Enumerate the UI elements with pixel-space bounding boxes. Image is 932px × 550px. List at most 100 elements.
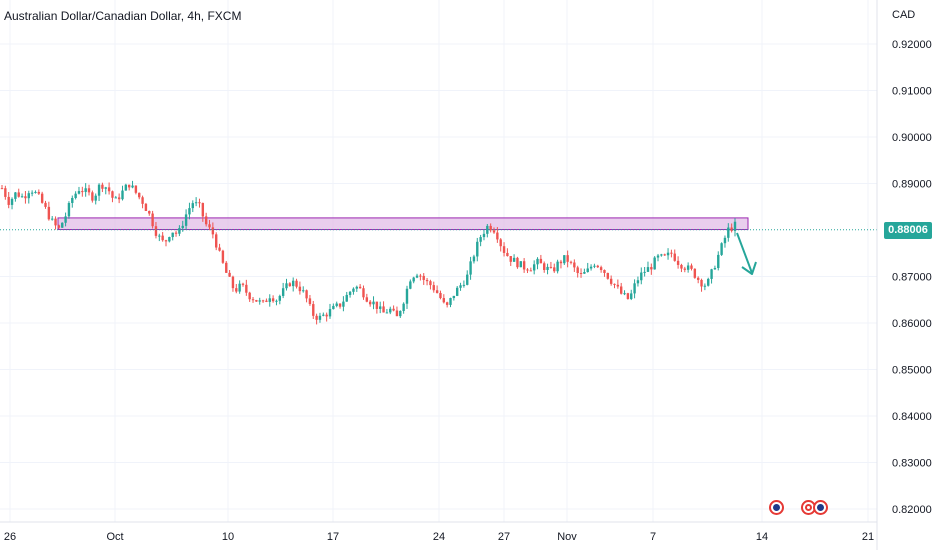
australia-flag-icon[interactable] (813, 500, 828, 515)
candle-body (215, 234, 218, 248)
candle-body (51, 218, 54, 220)
candle-body (583, 272, 586, 274)
symbol-title: Australian Dollar/Canadian Dollar, 4h, F… (4, 9, 242, 23)
australia-flag-icon[interactable] (769, 500, 784, 515)
candle-body (308, 298, 312, 305)
candle-body (271, 298, 275, 302)
candle-body (432, 285, 435, 291)
candle-body (221, 250, 225, 263)
candle-body (121, 190, 124, 200)
candle-body (449, 298, 452, 305)
candle-body (131, 185, 134, 188)
candle-body (174, 232, 178, 234)
candle-body (94, 195, 97, 201)
candle-body (643, 271, 646, 273)
candle-body (445, 302, 449, 305)
candle-body (241, 283, 245, 285)
candle-body (686, 265, 690, 270)
candle-body (87, 188, 91, 193)
candle-body (620, 286, 623, 294)
candle-body (405, 288, 409, 304)
candle-body (288, 283, 292, 287)
candle-body (298, 286, 302, 292)
candle-body (730, 227, 733, 231)
candle-body (415, 275, 419, 278)
candle-body (616, 284, 620, 287)
time-axis-labels: 26 Oct 10 17 24 27 Nov 7 14 21 (4, 531, 874, 543)
candle-body (569, 261, 573, 263)
candlestick-series (0, 180, 737, 325)
candle-body (646, 267, 650, 272)
candle-body (17, 192, 20, 197)
candle-body (245, 284, 248, 293)
candle-body (67, 202, 71, 217)
arrow-head (741, 261, 757, 275)
time-tick-label: 10 (222, 531, 234, 543)
candle-body (529, 270, 533, 272)
candle-body (395, 310, 399, 317)
candle-body (144, 203, 148, 212)
time-tick-label: 27 (498, 531, 510, 543)
candle-body (164, 240, 168, 242)
candle-body (392, 308, 395, 311)
candle-body (710, 269, 713, 279)
price-tick-label: 0.91000 (892, 86, 932, 98)
current-price-tag: 0.88006 (884, 222, 932, 239)
candle-body (322, 314, 325, 316)
candle-body (633, 283, 636, 294)
candle-body (117, 197, 121, 200)
candle-body (666, 252, 670, 256)
candle-body (389, 308, 392, 313)
candle-body (204, 216, 208, 225)
price-tick-label: 0.82000 (892, 504, 932, 516)
candle-body (338, 303, 342, 307)
candle-body (348, 291, 352, 295)
projection-arrow[interactable] (736, 232, 757, 275)
candle-body (225, 262, 228, 273)
candle-body (492, 230, 496, 233)
candle-body (30, 192, 34, 194)
candle-body (158, 235, 161, 237)
candle-body (71, 197, 74, 203)
candle-body (653, 257, 656, 270)
candle-body (251, 299, 255, 301)
time-tick-label: 24 (433, 531, 445, 543)
candle-body (218, 247, 221, 251)
candle-body (281, 288, 285, 296)
candle-body (151, 213, 154, 227)
time-tick-label: Oct (106, 531, 123, 543)
candle-body (589, 266, 593, 269)
candle-body (188, 208, 191, 215)
candle-body (482, 233, 486, 238)
chart-grid (0, 0, 877, 522)
candle-body (74, 193, 77, 198)
candle-body (626, 293, 630, 299)
resistance-zone[interactable] (57, 217, 749, 231)
candle-body (442, 298, 446, 303)
candle-body (546, 266, 549, 270)
candle-body (455, 287, 459, 296)
candle-body (211, 227, 215, 235)
candle-body (134, 185, 138, 193)
candle-body (522, 261, 526, 270)
candle-body (462, 284, 466, 286)
candle-body (382, 306, 385, 313)
candle-body (419, 275, 422, 277)
candle-body (422, 275, 425, 280)
candle-body (489, 225, 492, 231)
candle-body (318, 315, 322, 320)
arrow-shaft (736, 232, 753, 274)
candle-body (573, 262, 576, 268)
candle-body (727, 227, 730, 238)
candle-body (486, 225, 489, 234)
candle-body (368, 301, 372, 305)
candle-body (399, 310, 402, 317)
candle-body (439, 292, 442, 299)
candle-body (472, 256, 476, 262)
candle-body (0, 188, 4, 190)
candle-body (596, 265, 599, 268)
candle-body (37, 191, 41, 194)
candle-body (231, 276, 235, 289)
candle-body (315, 315, 318, 320)
